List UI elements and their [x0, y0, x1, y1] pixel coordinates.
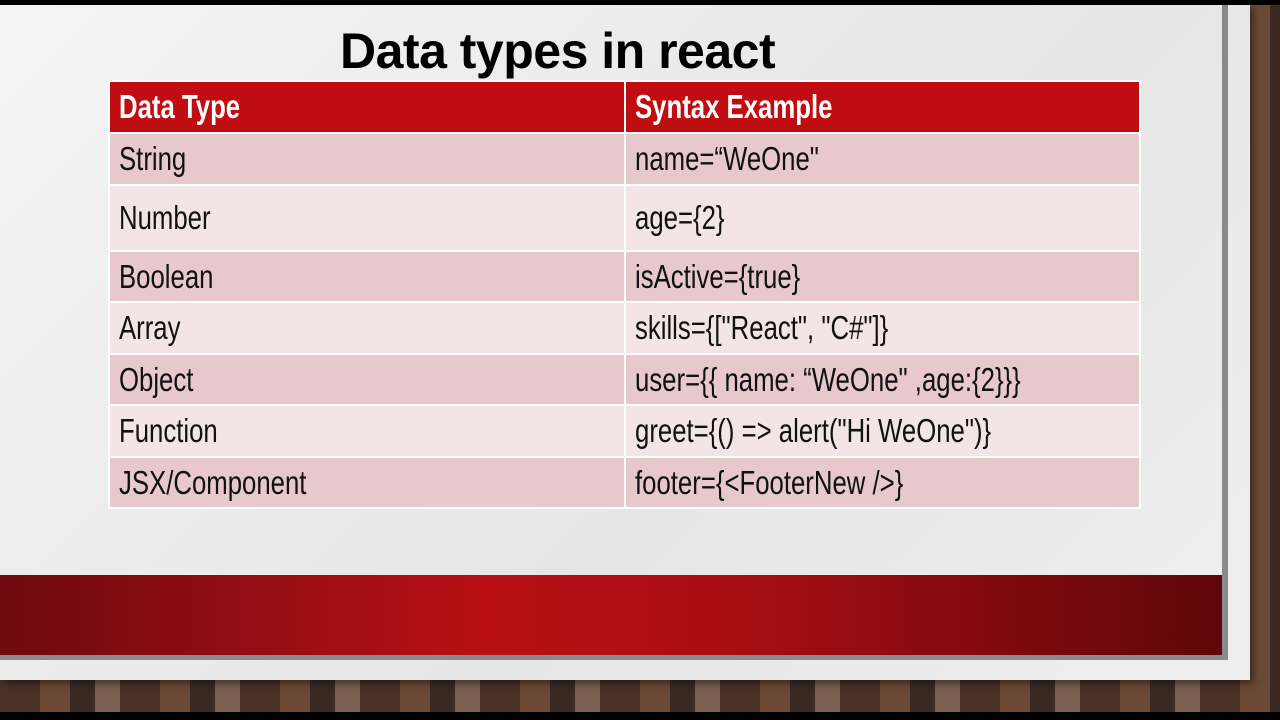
cell-text: isActive={true} [635, 257, 801, 295]
table-header-row: Data Type Syntax Example [107, 80, 1141, 134]
cell-text: Object [119, 360, 194, 398]
header-data-type: Data Type [107, 80, 627, 134]
table-row: Object user={{ name: “WeOne" ,age:{2}}} [107, 353, 1141, 406]
cell-text: JSX/Component [119, 463, 307, 501]
cell-text: String [119, 140, 187, 177]
cell-text: age={2} [635, 199, 725, 236]
cell-text: Function [119, 412, 218, 449]
table-row: Function greet={() => alert("Hi WeOne")} [107, 404, 1141, 458]
slide-border-bottom [0, 655, 1228, 660]
red-band [0, 575, 1222, 655]
type-cell: Object [107, 353, 627, 406]
header-label: Data Type [119, 88, 241, 125]
syntax-cell: skills={["React", "C#"]} [624, 301, 1141, 355]
cell-text: Number [119, 199, 211, 236]
cell-text: user={{ name: “WeOne" ,age:{2}}} [635, 360, 1022, 398]
syntax-cell: age={2} [624, 184, 1141, 252]
header-syntax-example: Syntax Example [624, 80, 1141, 134]
table-row: JSX/Component footer={<FooterNew />} [107, 456, 1141, 509]
cell-text: Array [119, 309, 181, 346]
cell-text: Boolean [119, 257, 214, 295]
cell-text: name=“WeOne" [635, 140, 820, 177]
data-types-table: Data Type Syntax Example String name=“WeO… [107, 80, 1141, 509]
table-row: Boolean isActive={true} [107, 250, 1141, 303]
type-cell: Boolean [107, 250, 627, 303]
slide-title: Data types in react [340, 23, 776, 79]
type-cell: Array [107, 301, 627, 355]
slide-border-right [1222, 5, 1228, 660]
cell-text: footer={<FooterNew />} [635, 463, 904, 501]
type-cell: Function [107, 404, 627, 458]
type-cell: JSX/Component [107, 456, 627, 509]
table-row: Array skills={["React", "C#"]} [107, 301, 1141, 355]
syntax-cell: name=“WeOne" [624, 132, 1141, 186]
syntax-cell: footer={<FooterNew />} [624, 456, 1141, 509]
table-row: Number age={2} [107, 184, 1141, 252]
cell-text: greet={() => alert("Hi WeOne")} [635, 412, 992, 449]
type-cell: Number [107, 184, 627, 252]
table-row: String name=“WeOne" [107, 132, 1141, 186]
syntax-cell: greet={() => alert("Hi WeOne")} [624, 404, 1141, 458]
cell-text: skills={["React", "C#"]} [635, 309, 889, 346]
header-label: Syntax Example [635, 88, 833, 125]
syntax-cell: isActive={true} [624, 250, 1141, 303]
syntax-cell: user={{ name: “WeOne" ,age:{2}}} [624, 353, 1141, 406]
type-cell: String [107, 132, 627, 186]
